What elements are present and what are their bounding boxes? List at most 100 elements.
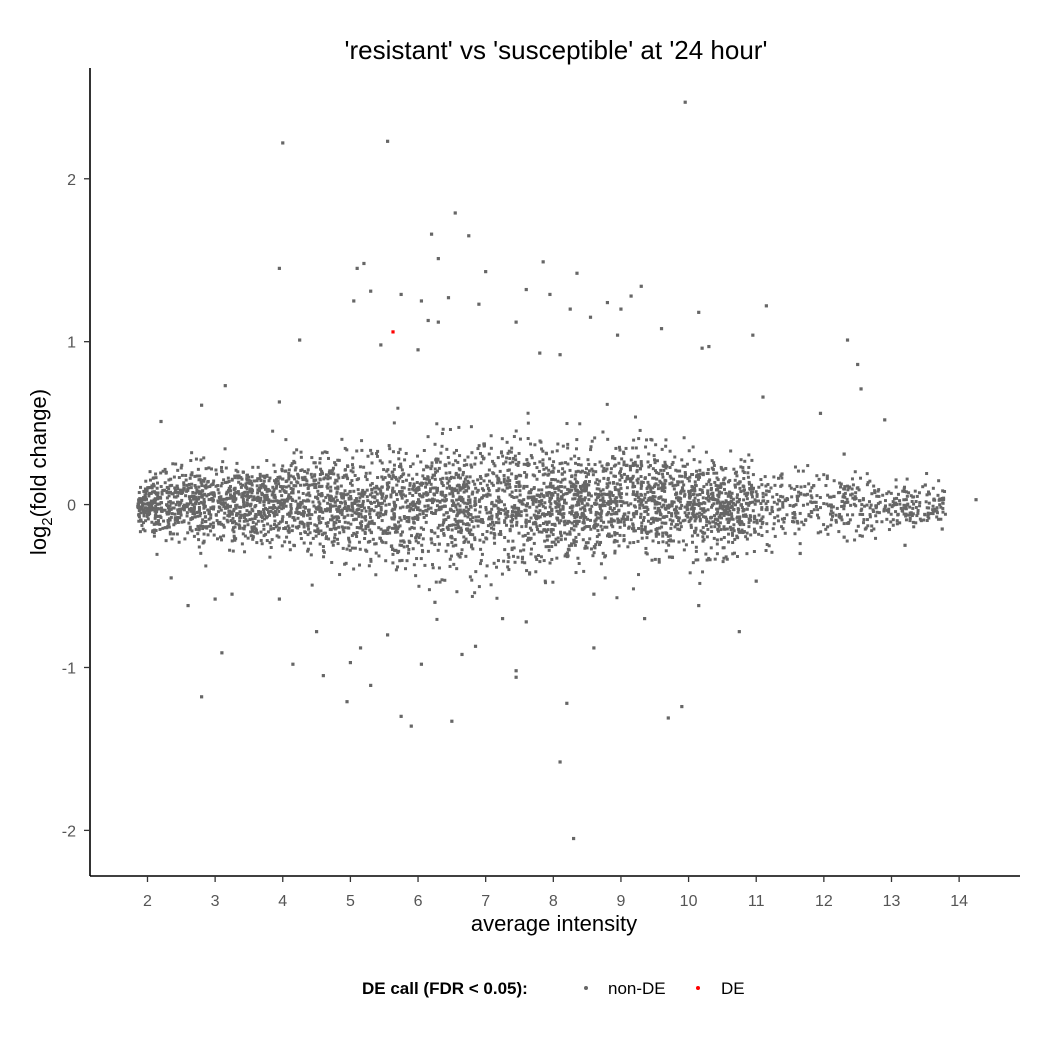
non-de-point [514,474,518,478]
non-de-point [479,520,483,524]
non-de-point [502,508,506,512]
non-de-point [670,555,674,559]
non-de-point [392,517,396,521]
non-de-point [381,477,385,481]
non-de-point [226,490,230,494]
non-de-point [898,502,902,506]
non-de-point [250,482,254,486]
non-de-point [220,481,224,485]
non-de-point [496,481,500,485]
non-de-point [689,523,693,527]
non-de-point [651,520,655,524]
non-de-point [236,491,240,495]
non-de-point [495,565,499,569]
non-de-point [386,528,390,532]
non-de-point [574,540,578,544]
non-de-point [368,493,372,497]
non-de-point [739,458,743,462]
x-tick-label: 13 [883,893,901,910]
non-de-point [176,518,180,522]
non-de-point [508,493,512,497]
non-de-point [661,488,665,492]
non-de-point [215,472,219,476]
non-de-point [687,492,691,496]
non-de-point [661,472,665,476]
non-de-point [156,514,160,518]
x-tick-label: 5 [346,893,355,910]
non-de-point [276,499,280,503]
non-de-point [507,449,511,453]
non-de-point [514,512,518,516]
non-de-point [422,516,426,520]
non-de-outlier-point [565,701,569,705]
non-de-outlier-point [548,292,552,297]
non-de-point [220,470,224,474]
non-de-point [424,520,428,524]
non-de-point [768,512,772,516]
non-de-point [152,476,156,480]
non-de-point [575,481,579,485]
non-de-point [197,495,201,499]
non-de-point [424,464,428,468]
non-de-point [358,547,362,551]
non-de-point [566,442,570,446]
non-de-point [306,492,310,496]
non-de-outlier-point [348,660,352,665]
non-de-outlier-point [369,289,373,293]
non-de-point [458,497,462,501]
non-de-point [843,485,847,489]
non-de-point [259,538,263,542]
non-de-point [532,532,536,536]
non-de-point [223,501,227,505]
non-de-point [711,491,715,495]
non-de-point [716,518,720,522]
non-de-point [391,507,395,511]
non-de-point [651,496,655,500]
non-de-point [271,507,275,511]
non-de-point [462,540,466,544]
non-de-point [845,497,849,501]
non-de-point [663,498,667,502]
non-de-point [404,494,408,498]
non-de-point [326,477,330,481]
non-de-point [601,496,605,500]
non-de-point [364,548,368,552]
non-de-point [435,490,439,494]
non-de-point [467,523,471,527]
non-de-point [276,501,280,505]
non-de-point [178,488,182,492]
non-de-point [233,525,237,529]
non-de-point [425,477,429,481]
non-de-point [710,503,714,507]
non-de-point [294,499,298,503]
non-de-point [306,508,310,512]
non-de-point [280,467,284,471]
non-de-point [640,527,644,531]
non-de-point [605,482,609,486]
non-de-point [371,521,375,525]
non-de-point [479,547,483,551]
non-de-point [350,479,354,483]
non-de-point [541,494,545,498]
non-de-point [196,514,200,518]
non-de-point [556,479,560,483]
non-de-point [466,455,470,459]
non-de-point [430,461,434,465]
non-de-point [882,507,886,511]
non-de-point [344,493,348,497]
non-de-point [662,515,666,519]
non-de-point [198,491,202,495]
non-de-point [609,520,613,524]
non-de-point [573,487,577,491]
non-de-point [337,519,341,523]
non-de-point [302,505,306,509]
non-de-point [292,451,296,455]
non-de-point [222,504,226,508]
non-de-point [466,515,470,519]
non-de-point [684,543,688,547]
non-de-point [330,471,334,475]
non-de-point [426,507,430,511]
non-de-point [397,520,401,524]
non-de-point [639,475,643,479]
non-de-point [514,506,518,510]
